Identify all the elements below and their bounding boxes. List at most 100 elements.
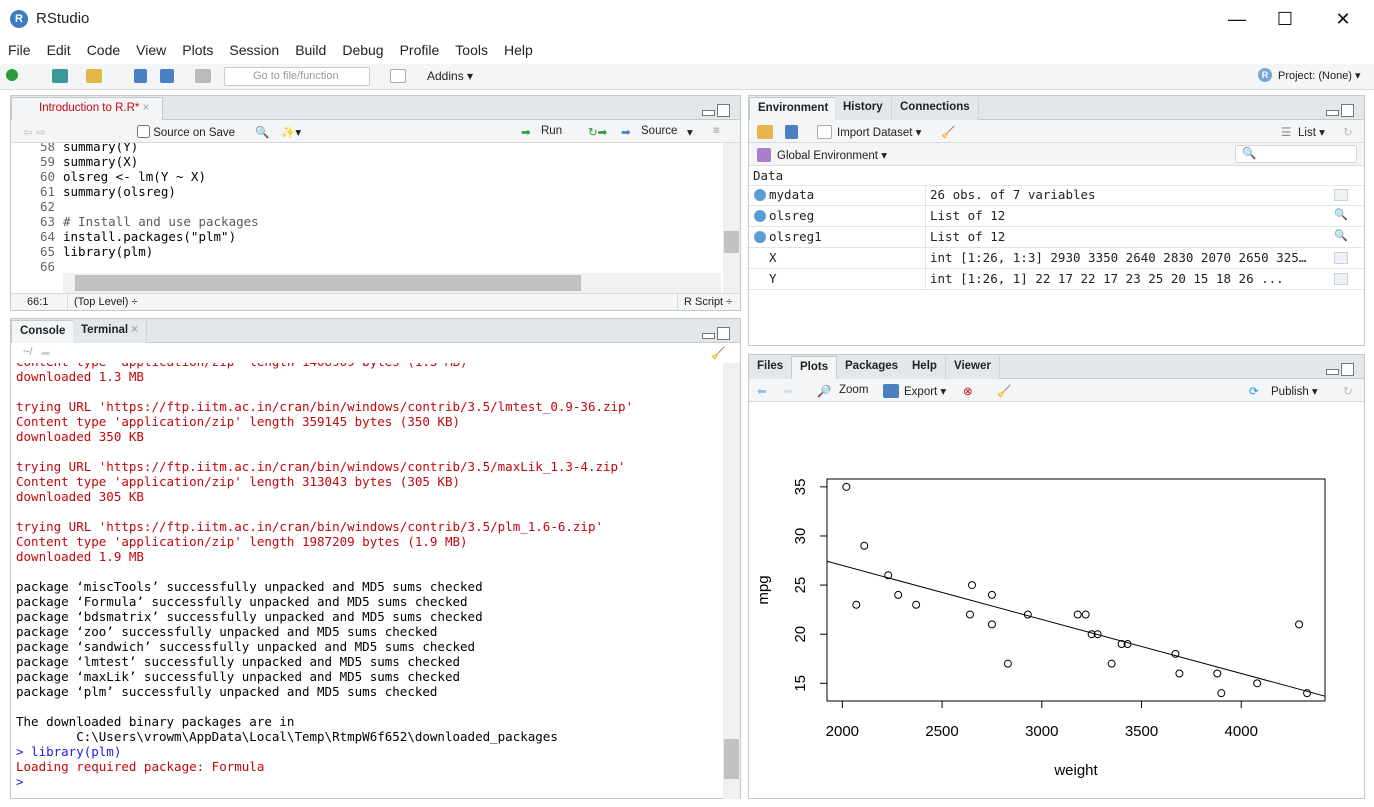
environment-search-input[interactable]: 🔍: [1235, 145, 1357, 163]
refresh-icon[interactable]: ↻: [1343, 127, 1353, 139]
menu-profile[interactable]: Profile: [399, 42, 440, 58]
print-icon[interactable]: [195, 69, 211, 83]
publish-menu[interactable]: Publish ▾: [1271, 386, 1318, 398]
code-area[interactable]: 58 summary(Y) 59 summary(X) 60 olsreg <- lm(Y…: [11, 143, 721, 273]
expand-icon[interactable]: [754, 189, 766, 201]
menu-build[interactable]: Build: [295, 42, 327, 58]
save-all-icon[interactable]: [160, 69, 174, 83]
console-line: trying URL 'https://ftp.iitm.ac.in/cran/…: [16, 519, 603, 534]
menu-session[interactable]: Session: [229, 42, 280, 58]
variable-value: int [1:26, 1:3] 2930 3350 2640 2830 2070…: [925, 248, 1333, 268]
next-plot-icon[interactable]: ➡: [783, 386, 793, 398]
editor-horizontal-scrollbar[interactable]: [63, 273, 721, 293]
table-icon[interactable]: [1334, 273, 1348, 285]
working-directory[interactable]: ~/: [23, 346, 33, 358]
menu-help[interactable]: Help: [503, 42, 533, 58]
outline-icon[interactable]: ≡: [713, 125, 720, 137]
source-dropdown-icon[interactable]: ▾: [687, 127, 693, 139]
menu-plots[interactable]: Plots: [182, 42, 214, 58]
clear-plots-broom-icon[interactable]: 🧹: [997, 386, 1012, 398]
console-vertical-scrollbar[interactable]: [723, 363, 740, 799]
tab-introduction-to-r[interactable]: Introduction to R.R* ×: [11, 97, 163, 121]
save-icon[interactable]: [134, 69, 147, 83]
table-icon[interactable]: [1334, 252, 1348, 264]
rerun-icon[interactable]: ↻➡: [588, 127, 608, 139]
tab-packages[interactable]: Packages: [837, 356, 908, 379]
minimize-button[interactable]: —: [1228, 9, 1246, 29]
clear-console-broom-icon[interactable]: 🧹: [711, 348, 726, 360]
tab-environment[interactable]: Environment: [749, 97, 838, 121]
tab-history[interactable]: History: [835, 97, 892, 120]
console-line: package ‘miscTools’ successfully unpacke…: [16, 579, 483, 594]
tab-help[interactable]: Help: [904, 356, 946, 379]
magnifier-icon[interactable]: 🔍: [1334, 208, 1348, 221]
close-tab-icon[interactable]: ×: [131, 324, 138, 336]
go-to-directory-icon[interactable]: ➦: [41, 348, 51, 360]
source-on-save-checkbox[interactable]: Source on Save: [137, 125, 235, 139]
filetype-selector[interactable]: R Script ÷: [677, 294, 732, 310]
line-number: 64: [39, 229, 55, 244]
refresh-icon[interactable]: ↻: [1343, 386, 1353, 398]
grid-layout-icon[interactable]: [390, 69, 406, 83]
menu-file[interactable]: File: [8, 42, 31, 58]
expand-icon[interactable]: [754, 231, 766, 243]
code-tools-wand-icon[interactable]: ✨▾: [281, 127, 302, 139]
console-output[interactable]: Content type 'application/zip' length 14…: [16, 363, 716, 798]
close-button[interactable]: ✕: [1335, 9, 1351, 29]
go-to-file-input[interactable]: Go to file/function: [224, 67, 370, 86]
new-file-icon[interactable]: [6, 69, 18, 81]
tab-plots[interactable]: Plots: [791, 356, 838, 380]
tab-terminal[interactable]: Terminal ×: [73, 320, 147, 343]
tab-console[interactable]: Console: [11, 320, 75, 344]
data-point: [1253, 679, 1262, 688]
editor-vertical-scrollbar[interactable]: [723, 143, 740, 293]
magnifier-icon[interactable]: 🔍: [1334, 229, 1348, 242]
environment-row[interactable]: mydata 26 obs. of 7 variables: [749, 185, 1364, 206]
menu-tools[interactable]: Tools: [455, 42, 488, 58]
pane-minmax-icons[interactable]: [702, 104, 732, 118]
y-tick-label: 15: [792, 675, 809, 692]
remove-plot-icon[interactable]: ⊗: [963, 386, 973, 398]
tab-files[interactable]: Files: [749, 356, 793, 379]
menu-view[interactable]: View: [136, 42, 167, 58]
view-mode-menu[interactable]: List ▾: [1298, 127, 1325, 139]
expand-icon[interactable]: [754, 210, 766, 222]
source-button[interactable]: Source: [641, 125, 678, 137]
open-file-icon[interactable]: [86, 69, 102, 83]
previous-plot-icon[interactable]: ⬅: [757, 386, 767, 398]
export-menu[interactable]: Export ▾: [904, 386, 947, 398]
close-tab-icon[interactable]: ×: [142, 102, 150, 114]
console-line: C:\Users\vrowm\AppData\Local\Temp\RtmpW6…: [16, 729, 558, 744]
menu-debug[interactable]: Debug: [342, 42, 384, 58]
pane-minmax-icons[interactable]: [1326, 104, 1356, 118]
pane-minmax-icons[interactable]: [702, 327, 732, 341]
tab-viewer[interactable]: Viewer: [946, 356, 1000, 379]
addins-menu[interactable]: Addins ▾: [427, 69, 474, 83]
load-workspace-icon[interactable]: [757, 125, 773, 139]
scope-selector[interactable]: (Top Level) ÷: [67, 294, 138, 310]
pane-minmax-icons[interactable]: [1326, 363, 1356, 377]
run-button[interactable]: Run: [541, 125, 563, 137]
menu-code[interactable]: Code: [86, 42, 121, 58]
menu-edit[interactable]: Edit: [46, 42, 71, 58]
environment-scope-menu[interactable]: Global Environment ▾: [777, 150, 887, 162]
search-icon[interactable]: 🔍: [255, 127, 270, 139]
new-project-icon[interactable]: [52, 69, 68, 83]
environment-row[interactable]: olsreg1 List of 12 🔍: [749, 227, 1364, 248]
table-icon[interactable]: [1334, 189, 1348, 201]
maximize-button[interactable]: ☐: [1276, 9, 1294, 29]
save-workspace-icon[interactable]: [785, 125, 798, 139]
save-icon[interactable]: [119, 125, 135, 139]
project-menu[interactable]: Project: (None) ▾: [1278, 70, 1361, 82]
scatter-plot: 2000 2500 3000 3500 4000 15 20 25 30 35 weight mpg: [755, 478, 1326, 779]
code-line: 66: [11, 259, 711, 273]
environment-row[interactable]: olsreg List of 12 🔍: [749, 206, 1364, 227]
clear-workspace-broom-icon[interactable]: 🧹: [941, 127, 956, 139]
import-dataset-menu[interactable]: Import Dataset ▾: [837, 127, 922, 139]
zoom-button[interactable]: Zoom: [839, 384, 869, 396]
environment-tabbar: Environment History Connections: [749, 96, 1364, 121]
back-forward-icon[interactable]: ⇦ ⇨: [23, 127, 46, 139]
tab-connections[interactable]: Connections: [892, 97, 979, 120]
